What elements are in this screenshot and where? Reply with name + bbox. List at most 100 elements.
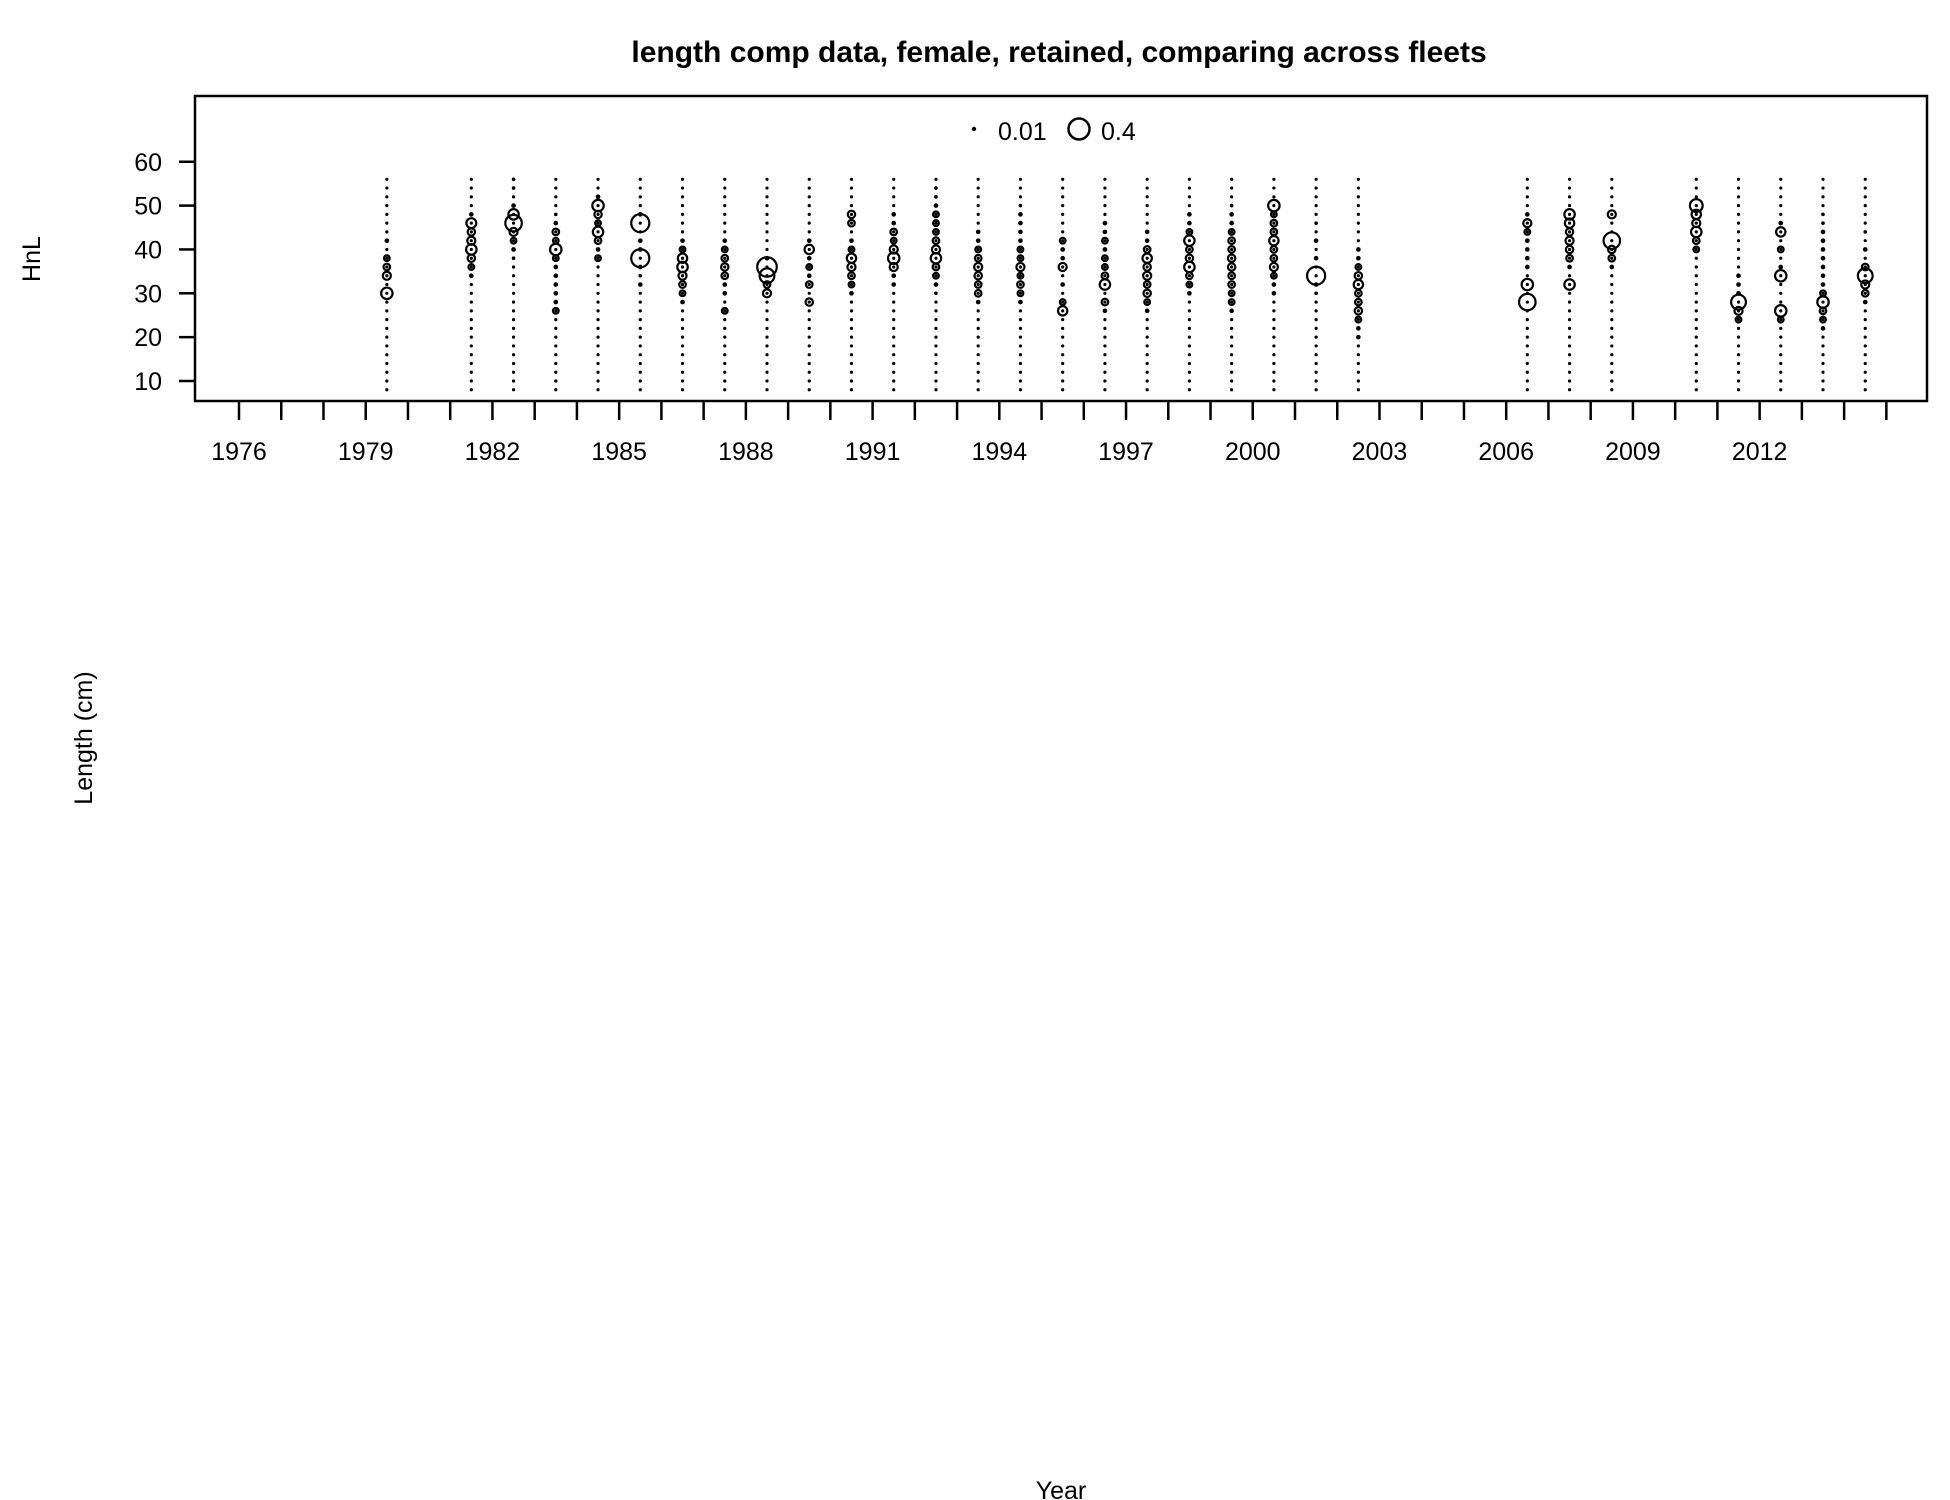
bin-dot	[1230, 361, 1234, 366]
data-point	[1057, 261, 1068, 273]
bin-dot	[1187, 186, 1191, 190]
data-point	[849, 238, 854, 244]
bin-dot	[638, 344, 642, 348]
bin-dot	[511, 379, 516, 383]
bin-dot	[807, 221, 811, 225]
data-point	[678, 289, 687, 298]
bin-dot	[934, 370, 938, 374]
data-point	[553, 264, 559, 270]
bin-dot	[596, 379, 600, 383]
bin-dot	[1314, 370, 1318, 374]
bin-dot	[1736, 300, 1741, 304]
bin-dot	[1525, 379, 1529, 383]
bin-dot	[1821, 344, 1825, 348]
bin-dot	[1356, 300, 1360, 304]
data-point	[511, 186, 516, 190]
bin-dot	[680, 388, 685, 392]
data-point	[1356, 326, 1361, 331]
bin-dot	[1567, 335, 1572, 339]
bin-dot	[1736, 379, 1741, 383]
bin-dot	[680, 326, 685, 330]
bin-dot	[1694, 256, 1698, 260]
data-point	[1688, 198, 1704, 214]
bin-dot	[1779, 353, 1783, 357]
data-point	[1102, 308, 1108, 314]
bin-dot	[807, 388, 811, 392]
bin-dot	[554, 230, 558, 234]
bin-dot	[976, 361, 980, 366]
bin-dot	[1061, 388, 1065, 392]
bin-dot	[1187, 388, 1191, 392]
bin-dot	[1736, 344, 1741, 348]
bin-dot	[1272, 230, 1276, 234]
bin-dot	[1061, 186, 1065, 190]
bin-dot	[1736, 221, 1741, 225]
y-axis: 10 20 30 40 50 60	[134, 149, 195, 396]
bin-dot	[1863, 370, 1867, 374]
data-point	[1058, 298, 1067, 307]
bin-dot	[638, 195, 642, 199]
bin-dot	[1018, 388, 1023, 392]
bin-dot	[1187, 318, 1191, 322]
bin-dot	[1821, 379, 1825, 383]
data-point	[931, 236, 941, 246]
bin-dot	[1610, 344, 1614, 348]
data-point	[1227, 245, 1237, 254]
bin-dot	[1694, 353, 1698, 357]
bin-dot	[1736, 195, 1741, 199]
data-point	[722, 290, 728, 296]
data-point	[930, 244, 942, 255]
data-point	[1227, 280, 1237, 289]
bin-dot	[934, 361, 938, 366]
bin-dot	[1103, 335, 1107, 339]
bin-dot	[892, 247, 896, 252]
bin-dot	[554, 353, 558, 357]
bin-dot	[385, 186, 389, 190]
bin-dot	[1230, 265, 1234, 269]
bin-dot	[934, 309, 938, 313]
bin-dot	[1736, 186, 1741, 190]
bin-dot	[892, 177, 896, 181]
bin-dot	[1187, 274, 1191, 278]
bin-dot	[1821, 177, 1825, 181]
bin-dot	[596, 344, 600, 348]
bin-dot	[976, 353, 980, 357]
bin-dot	[1779, 326, 1783, 330]
bin-dot	[892, 309, 896, 313]
bin-dot	[1525, 370, 1529, 374]
bin-dot	[1314, 318, 1318, 322]
bin-dot	[1187, 361, 1191, 366]
bin-dot	[511, 300, 516, 304]
bin-dot	[1821, 318, 1825, 322]
data-point	[1102, 229, 1108, 235]
bin-dot	[1187, 204, 1191, 208]
year-column	[1018, 177, 1023, 392]
bin-dot	[554, 195, 558, 199]
bin-dot	[1187, 300, 1191, 304]
bin-dot	[849, 361, 854, 366]
bin-dot	[1779, 318, 1783, 322]
bin-dot	[1103, 388, 1107, 392]
data-point	[720, 253, 730, 263]
bin-dot	[934, 221, 938, 225]
bin-dot	[849, 379, 854, 383]
data-point	[1607, 253, 1617, 263]
data-point	[762, 280, 772, 289]
data-point	[973, 280, 983, 289]
bin-dot	[1610, 177, 1614, 181]
year-column	[1187, 177, 1191, 392]
data-point	[1229, 308, 1234, 314]
bin-dot	[1272, 309, 1276, 313]
data-point	[1606, 209, 1617, 220]
data-point	[1226, 262, 1237, 272]
bin-dot	[1694, 230, 1698, 234]
bin-dot	[1103, 274, 1107, 278]
bin-dot	[1779, 239, 1783, 243]
bin-dot	[976, 221, 980, 225]
data-point	[1100, 263, 1109, 271]
bin-dot	[1061, 361, 1065, 366]
bin-dot	[1567, 300, 1572, 304]
bin-dot	[1356, 265, 1360, 269]
bin-dot	[1145, 186, 1149, 190]
bin-dot	[1736, 230, 1741, 234]
